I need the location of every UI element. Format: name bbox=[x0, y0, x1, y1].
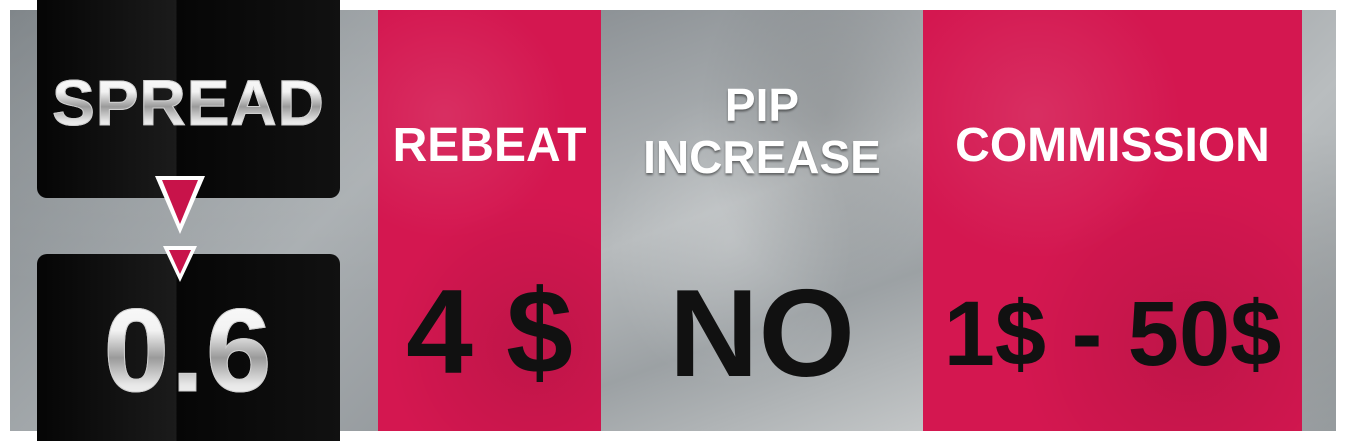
commission-panel: COMMISSION 1$ - 50$ bbox=[923, 10, 1302, 431]
rebeat-value: 4 $ bbox=[406, 265, 573, 399]
pip-label-line1: PIP bbox=[724, 79, 800, 131]
spread-value-box: 0.6 bbox=[37, 254, 340, 441]
rebeat-panel: REBEAT 4 $ bbox=[378, 10, 601, 431]
spread-label-box: SPREAD bbox=[37, 0, 340, 198]
arrow-down-icon-fill bbox=[162, 180, 198, 224]
spread-value: 0.6 bbox=[103, 284, 274, 417]
pip-increase-value: NO bbox=[669, 265, 855, 403]
spread-label: SPREAD bbox=[52, 67, 325, 140]
rebeat-label: REBEAT bbox=[392, 119, 587, 172]
pip-label-line2: INCREASE bbox=[643, 131, 881, 183]
commission-label: COMMISSION bbox=[955, 119, 1270, 172]
commission-value: 1$ - 50$ bbox=[943, 283, 1282, 385]
arrow-down-icon-fill bbox=[169, 250, 191, 274]
pip-increase-panel: PIP INCREASE NO bbox=[601, 10, 923, 431]
